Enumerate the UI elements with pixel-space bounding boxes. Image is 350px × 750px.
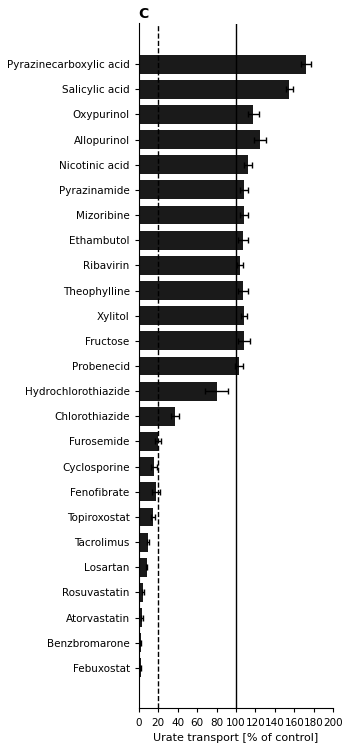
Bar — [139, 130, 260, 149]
Bar — [139, 406, 175, 426]
Bar — [139, 306, 244, 325]
Bar — [139, 532, 148, 551]
Bar — [139, 231, 243, 250]
Bar — [139, 80, 289, 99]
X-axis label: Urate transport [% of control]: Urate transport [% of control] — [153, 733, 318, 743]
Bar — [139, 256, 240, 274]
Bar — [139, 608, 142, 627]
Bar — [139, 658, 141, 677]
Text: C: C — [139, 7, 149, 21]
Bar — [139, 206, 244, 224]
Bar — [139, 332, 244, 350]
Bar — [139, 55, 306, 74]
Bar — [139, 482, 156, 501]
Bar — [139, 633, 141, 652]
Bar — [139, 356, 239, 376]
Bar — [139, 432, 158, 451]
Bar — [139, 558, 147, 577]
Bar — [139, 281, 243, 300]
Bar — [139, 105, 253, 124]
Bar — [139, 181, 244, 200]
Bar — [139, 458, 154, 476]
Bar — [139, 155, 248, 174]
Bar — [139, 382, 217, 400]
Bar — [139, 583, 142, 602]
Bar — [139, 508, 153, 526]
